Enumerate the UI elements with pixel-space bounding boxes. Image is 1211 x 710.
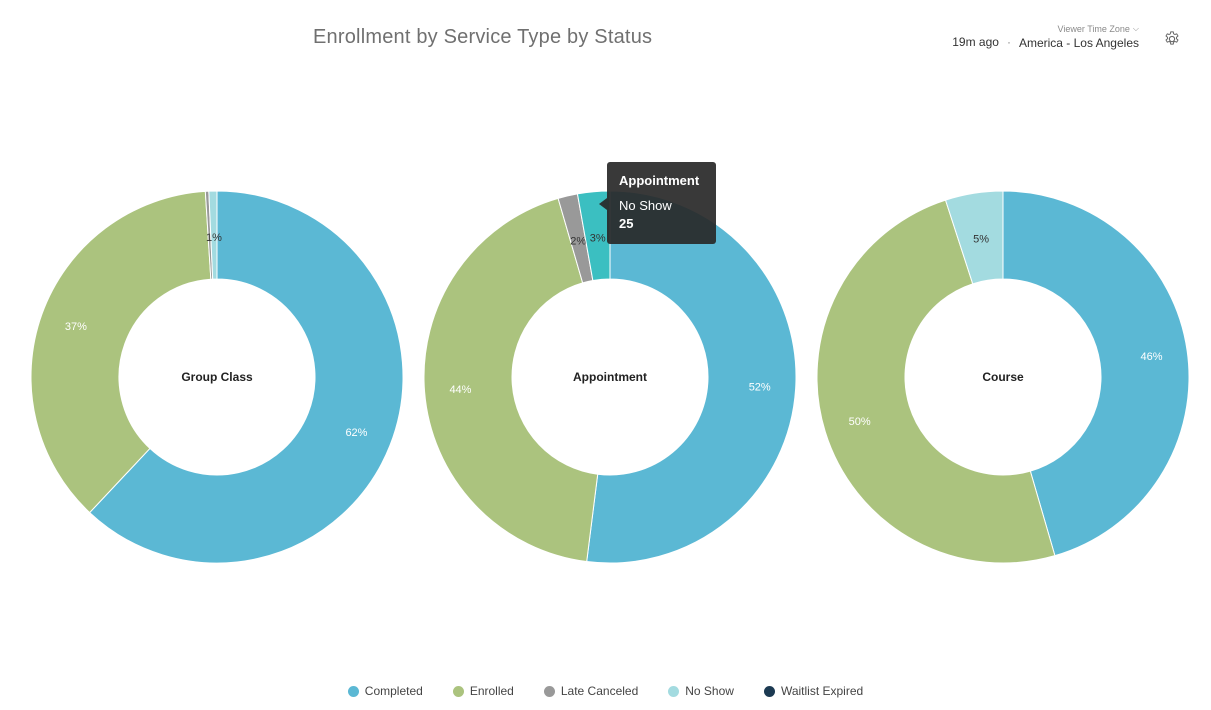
- slice-label: 3%: [590, 233, 606, 245]
- legend-item-no-show[interactable]: No Show: [668, 684, 734, 698]
- legend-label: Waitlist Expired: [780, 684, 864, 698]
- slice-appointment-completed[interactable]: [586, 190, 797, 564]
- slice-label: 2%: [570, 236, 586, 248]
- slice-course-no-show[interactable]: [944, 190, 1004, 285]
- donut-charts: 62% 37% 1% Group Class 52% 44% 2% 3% Appointment…: [30, 190, 1190, 564]
- slice-course-completed[interactable]: [1002, 190, 1190, 557]
- timezone-value: America - Los Angeles: [1018, 36, 1139, 50]
- tooltip-title: Appointment: [619, 173, 700, 188]
- header-meta: 19m ago · Viewer Time Zone ⌵ America - L…: [952, 24, 1139, 50]
- donut-center-label: Course: [982, 370, 1024, 384]
- last-updated: 19m ago: [952, 35, 999, 49]
- slice-label: 44%: [449, 384, 471, 396]
- legend-item-completed[interactable]: Completed: [347, 684, 423, 698]
- slice-label: 50%: [849, 416, 871, 428]
- gear-icon[interactable]: [1163, 30, 1181, 48]
- legend-swatch: [763, 685, 775, 697]
- chevron-down-icon: ⌵: [1132, 24, 1139, 33]
- slice-group-class-enrolled[interactable]: [30, 190, 212, 514]
- slice-label: 1%: [206, 232, 222, 244]
- slice-course-enrolled[interactable]: [816, 199, 1056, 564]
- legend-label: Completed: [364, 684, 423, 698]
- legend-item-enrolled[interactable]: Enrolled: [452, 684, 514, 698]
- legend-swatch: [347, 685, 359, 697]
- donut-center-label: Group Class: [181, 370, 253, 384]
- chart-legend: Completed Enrolled Late Canceled No Show Wai…: [0, 684, 1211, 698]
- meta-separator: ·: [1006, 35, 1011, 49]
- legend-swatch: [543, 685, 555, 697]
- legend-item-late-canceled[interactable]: Late Canceled: [543, 684, 639, 698]
- legend-label: Enrolled: [469, 684, 514, 698]
- chart-title: Enrollment by Service Type by Status: [313, 26, 653, 48]
- donut-center-label: Appointment: [573, 370, 647, 384]
- legend-label: No Show: [685, 684, 734, 698]
- slice-label: 62%: [345, 427, 367, 439]
- timezone-label: Viewer Time Zone ⌵: [1057, 24, 1139, 34]
- slice-label: 46%: [1140, 351, 1162, 363]
- tooltip-value: 25: [619, 216, 634, 231]
- slice-group-class-no-show[interactable]: [208, 190, 218, 280]
- chart-tooltip: Appointment No Show 25: [599, 162, 716, 244]
- slice-group-class-completed[interactable]: [88, 190, 404, 564]
- tooltip-series: No Show: [619, 198, 672, 213]
- legend-label: Late Canceled: [560, 684, 639, 698]
- slice-appointment-enrolled[interactable]: [423, 197, 599, 563]
- legend-swatch: [452, 685, 464, 697]
- legend-item-waitlist-expired[interactable]: Waitlist Expired: [763, 684, 864, 698]
- timezone-selector[interactable]: Viewer Time Zone ⌵ America - Los Angeles: [1019, 24, 1139, 50]
- slice-appointment-no-show[interactable]: [576, 190, 611, 282]
- slice-label: 37%: [65, 321, 87, 333]
- legend-swatch: [668, 685, 680, 697]
- slice-label: 52%: [749, 381, 771, 393]
- slice-label: 5%: [973, 234, 989, 246]
